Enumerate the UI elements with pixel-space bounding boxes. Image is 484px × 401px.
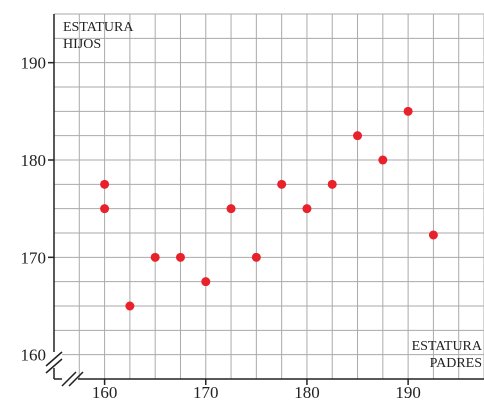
x-axis-break-mark bbox=[61, 371, 84, 387]
data-point bbox=[403, 106, 413, 116]
data-point bbox=[125, 301, 135, 311]
data-point bbox=[428, 230, 438, 240]
data-point bbox=[100, 179, 110, 189]
y-tick-label: 180 bbox=[21, 151, 47, 170]
data-point bbox=[378, 155, 388, 165]
tick-labels: 160 170 180 190 160 170 180 190 bbox=[21, 54, 421, 401]
y-axis-title-line-2: HIJOS bbox=[63, 37, 101, 52]
y-axis-title-line-1: ESTATURA bbox=[63, 20, 134, 35]
y-tick-label: 170 bbox=[21, 248, 47, 267]
data-points bbox=[100, 106, 438, 311]
data-point bbox=[150, 252, 160, 262]
x-tick-label: 180 bbox=[294, 383, 320, 401]
x-tick-label: 160 bbox=[92, 383, 118, 401]
y-axis-break-mark bbox=[45, 351, 63, 374]
x-axis-title-line-1: ESTATURA bbox=[412, 339, 483, 354]
data-point bbox=[353, 131, 363, 141]
y-tick-label: 190 bbox=[21, 54, 47, 73]
data-point bbox=[100, 204, 110, 214]
x-axis-title-line-2: PADRES bbox=[430, 356, 482, 371]
data-point bbox=[251, 252, 261, 262]
x-tick-label: 170 bbox=[193, 383, 219, 401]
data-point bbox=[277, 179, 287, 189]
data-point bbox=[226, 204, 236, 214]
data-point bbox=[327, 179, 337, 189]
y-tick-label: 160 bbox=[21, 346, 47, 365]
data-point bbox=[302, 204, 312, 214]
axes bbox=[45, 14, 484, 387]
data-point bbox=[175, 252, 185, 262]
grid bbox=[54, 13, 484, 379]
data-point bbox=[201, 277, 211, 287]
x-tick-label: 190 bbox=[395, 383, 421, 401]
